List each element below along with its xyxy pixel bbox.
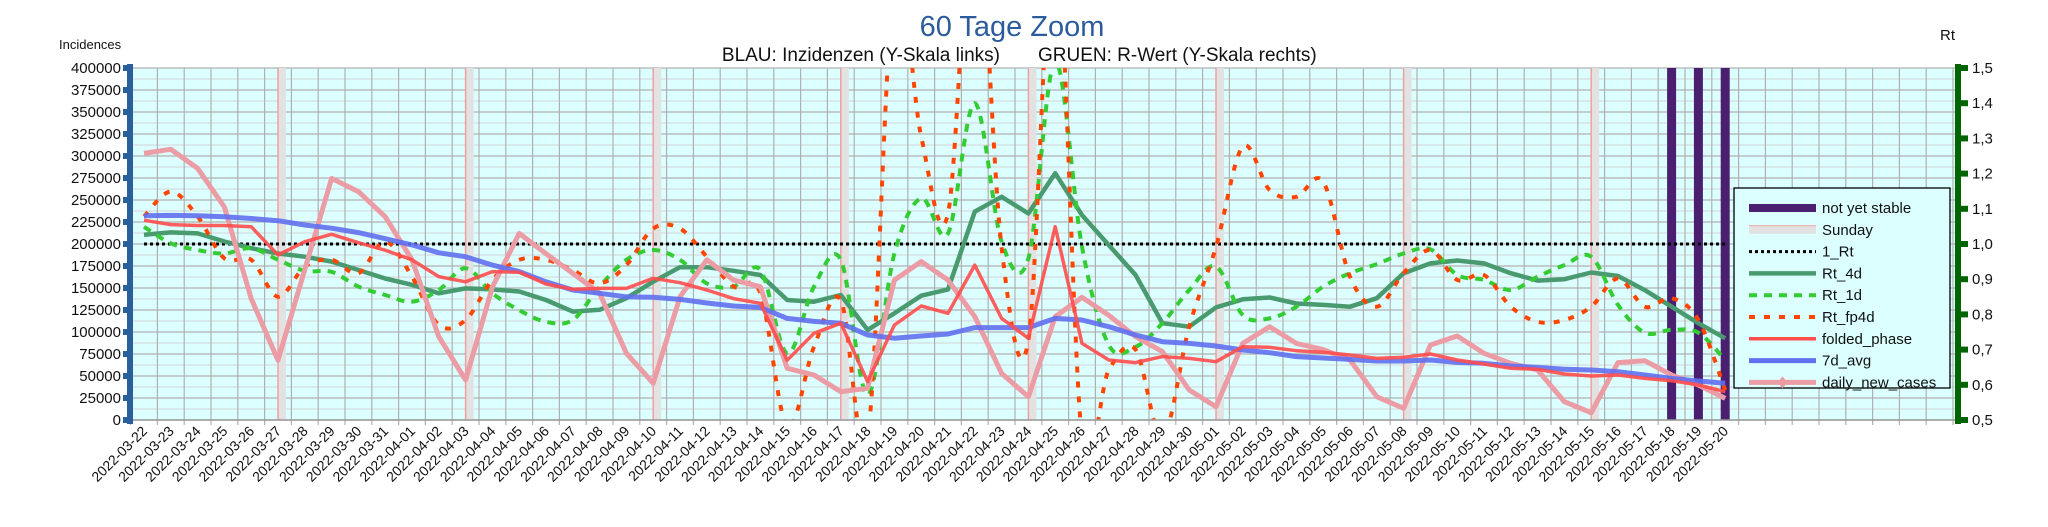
- not-yet-stable-bar: [1667, 68, 1677, 420]
- y-axis-left-line: [127, 64, 133, 424]
- y-right-tick-mark: [1961, 381, 1968, 388]
- y-right-tick-label: 0,9: [1972, 271, 1993, 288]
- y-right-tick-mark: [1961, 417, 1968, 423]
- series-line-rt-fp4d: [142, 68, 1728, 420]
- y-left-tick-label: 50000: [79, 368, 121, 385]
- y-left-tick-mark: [123, 307, 129, 313]
- y-left-tick-label: 200000: [71, 236, 121, 253]
- series-line-7d-avg: [143, 212, 1726, 386]
- legend-key-sunday: [1749, 225, 1816, 234]
- y-left-tick-mark: [123, 395, 129, 401]
- y-left-tick-mark: [123, 65, 129, 71]
- legend-label: 7d_avg: [1822, 353, 1871, 370]
- y-right-tick-label: 0,7: [1972, 342, 1993, 359]
- y-right-tick-mark: [1961, 276, 1968, 283]
- y-right-tick-label: 0,6: [1972, 377, 1993, 394]
- y-left-tick-mark: [123, 153, 129, 159]
- y-left-tick-mark: [123, 87, 129, 93]
- y-left-tick-mark: [123, 373, 129, 379]
- series-line-folded-phase: [143, 218, 1726, 394]
- y-right-tick-label: 1,1: [1972, 201, 1993, 218]
- y-left-tick-mark: [123, 131, 129, 137]
- legend-label: 1_Rt: [1822, 244, 1855, 261]
- y-left-tick-label: 100000: [71, 324, 121, 341]
- y-left-tick-label: 350000: [71, 104, 121, 121]
- not-yet-stable-bar: [1720, 68, 1730, 420]
- series-line-daily-new-cases: [143, 146, 1727, 416]
- y-left-tick-mark: [123, 197, 129, 203]
- y-left-tick-mark: [123, 109, 129, 115]
- legend-label: folded_phase: [1822, 331, 1912, 348]
- y-right-tick-label: 1,3: [1972, 130, 1993, 147]
- y-right-tick-label: 1,4: [1972, 95, 1993, 112]
- y-left-tick-label: 75000: [79, 346, 121, 363]
- legend-label: Rt_4d: [1822, 265, 1862, 282]
- sunday-band: [1403, 68, 1412, 420]
- y-left-tick-label: 300000: [71, 148, 121, 165]
- y-left-tick-mark: [123, 175, 129, 181]
- y-right-tick-label: 0,5: [1972, 412, 1993, 429]
- y-left-tick-label: 250000: [71, 192, 121, 209]
- y-left-tick-mark: [123, 351, 129, 357]
- y-right-tick-mark: [1961, 170, 1968, 177]
- legend-label: not yet stable: [1822, 200, 1911, 217]
- y-right-tick-mark: [1961, 311, 1968, 318]
- y-right-tick-mark: [1961, 65, 1968, 71]
- legend-key-not-yet-stable: [1749, 204, 1816, 212]
- sunday-band: [1591, 68, 1600, 420]
- y-left-tick-mark: [123, 285, 129, 291]
- y-axis-left-title: Incidences: [59, 37, 122, 52]
- y-left-tick-label: 150000: [71, 280, 121, 297]
- y-left-tick-label: 25000: [79, 390, 121, 407]
- y-axis-right-title: Rt: [1940, 27, 1956, 44]
- y-left-tick-mark: [123, 263, 129, 269]
- diamond-marker-icon: [1777, 376, 1788, 389]
- y-left-tick-label: 225000: [71, 214, 121, 231]
- series-line-rt-4d: [143, 170, 1727, 341]
- sunday-band: [653, 68, 662, 420]
- legend: not yet stable Sunday 1_Rt Rt_4d Rt_1d Rt_fp4…: [1733, 187, 1951, 391]
- y-left-tick-mark: [123, 219, 129, 225]
- y-left-tick-mark: [123, 329, 129, 335]
- y-right-tick-label: 0,8: [1972, 306, 1993, 323]
- y-left-tick-label: 375000: [71, 82, 121, 99]
- y-left-tick-mark: [123, 241, 129, 247]
- y-right-tick-label: 1,5: [1972, 60, 1993, 77]
- chart-title: 60 Tage Zoom: [920, 11, 1105, 43]
- legend-label: Rt_1d: [1822, 287, 1862, 304]
- y-right-tick-mark: [1961, 205, 1968, 212]
- y-right-tick-mark: [1961, 135, 1968, 142]
- y-right-tick-mark: [1961, 241, 1968, 247]
- legend-box: [1733, 187, 1951, 389]
- y-right-tick-label: 1,0: [1972, 236, 1993, 253]
- y-left-tick-mark: [123, 417, 129, 423]
- sunday-band: [840, 68, 849, 420]
- legend-label: Rt_fp4d: [1822, 309, 1875, 326]
- legend-label: Sunday: [1822, 222, 1873, 239]
- y-left-tick-label: 275000: [71, 170, 121, 187]
- y-right-tick-mark: [1961, 100, 1968, 107]
- y-left-tick-label: 400000: [71, 60, 121, 77]
- y-left-tick-label: 175000: [71, 258, 121, 275]
- chart-subtitle-left: BLAU: Inzidenzen (Y-Skala links): [722, 45, 1000, 66]
- legend-label: daily_new_cases: [1822, 374, 1936, 391]
- y-left-tick-label: 325000: [71, 126, 121, 143]
- series-lines: [142, 68, 1728, 420]
- y-axis-right-line: [1955, 64, 1961, 424]
- y-left-tick-label: 0: [113, 412, 121, 429]
- y-right-tick-label: 1,2: [1972, 166, 1993, 183]
- chart-subtitle-right: GRUEN: R-Wert (Y-Skala rechts): [1038, 45, 1317, 66]
- y-left-tick-label: 125000: [71, 302, 121, 319]
- y-right-tick-mark: [1961, 346, 1968, 353]
